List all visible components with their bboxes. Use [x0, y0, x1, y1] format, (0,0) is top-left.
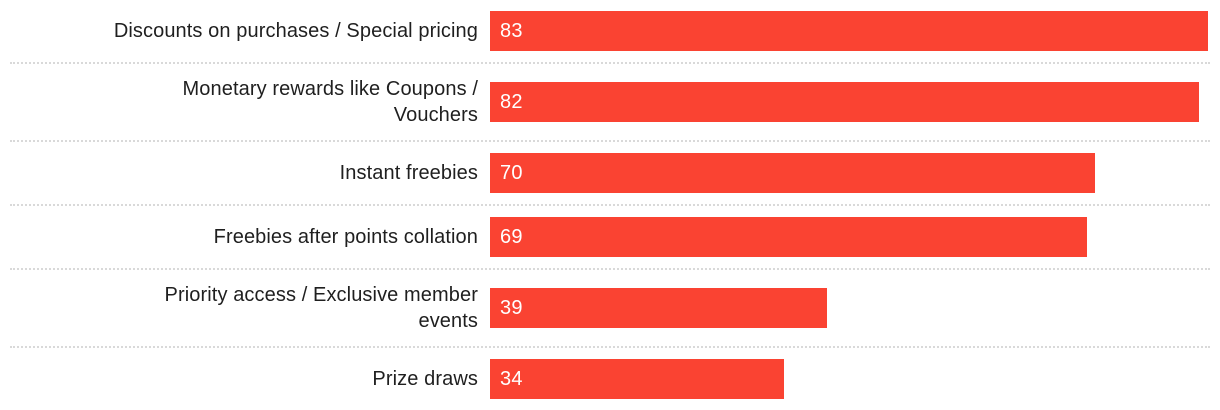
chart-row: Instant freebies 70 [0, 142, 1220, 204]
chart-row: Prize draws 34 [0, 348, 1220, 410]
bar-track: 82 [490, 82, 1220, 122]
row-separator [10, 62, 1210, 64]
category-label: Priority access / Exclusive member event… [164, 284, 478, 332]
bar-track: 70 [490, 153, 1220, 193]
category-label: Monetary rewards like Coupons / Vouchers [182, 78, 478, 126]
chart-row: Monetary rewards like Coupons / Vouchers… [0, 64, 1220, 140]
value-label: 69 [500, 225, 523, 248]
chart-row: Priority access / Exclusive member event… [0, 270, 1220, 346]
bar: 39 [490, 288, 828, 328]
category-label: Discounts on purchases / Special pricing [113, 20, 478, 42]
row-separator [10, 140, 1210, 142]
category-label: Prize draws [372, 368, 478, 390]
bar-track: 83 [490, 11, 1220, 51]
bar: 83 [490, 11, 1208, 51]
row-separator [10, 268, 1210, 270]
chart-row: Discounts on purchases / Special pricing… [0, 0, 1220, 62]
value-label: 39 [500, 296, 523, 319]
value-label: 83 [500, 19, 523, 42]
bar-track: 69 [490, 217, 1220, 257]
value-label: 82 [500, 90, 523, 113]
row-separator [10, 346, 1210, 348]
bar: 82 [490, 82, 1200, 122]
value-label: 34 [500, 367, 523, 390]
row-separator [10, 204, 1210, 206]
bar: 34 [490, 359, 785, 399]
category-label: Freebies after points collation [213, 226, 478, 248]
bar: 69 [490, 217, 1087, 257]
value-label: 70 [500, 161, 523, 184]
bar-track: 34 [490, 359, 1220, 399]
chart-row: Freebies after points collation 69 [0, 206, 1220, 268]
category-label: Instant freebies [339, 162, 478, 184]
bar-track: 39 [490, 288, 1220, 328]
bar: 70 [490, 153, 1096, 193]
